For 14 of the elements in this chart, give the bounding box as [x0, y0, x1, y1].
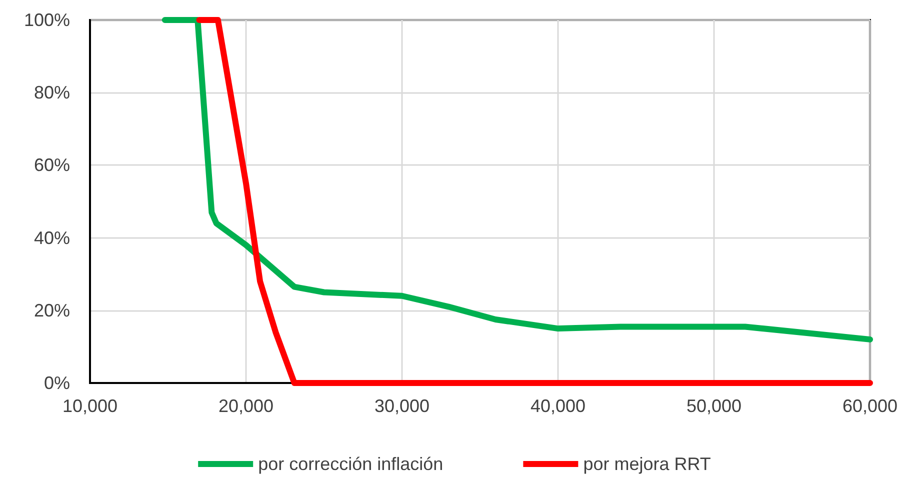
y-tick-label: 0% — [44, 373, 70, 393]
y-tick-label: 20% — [34, 300, 70, 320]
x-tick-label: 50,000 — [686, 396, 742, 416]
x-tick-label: 20,000 — [218, 396, 274, 416]
x-tick-label: 30,000 — [374, 396, 430, 416]
x-tick-label: 10,000 — [62, 396, 118, 416]
x-tick-label: 40,000 — [530, 396, 586, 416]
legend-label: por corrección inflación — [258, 454, 444, 474]
y-tick-label: 40% — [34, 228, 70, 248]
legend-label: por mejora RRT — [583, 454, 711, 474]
y-tick-label: 80% — [34, 82, 70, 103]
x-tick-label: 60,000 — [842, 396, 898, 416]
y-tick-label: 60% — [34, 155, 70, 176]
y-tick-label: 100% — [24, 10, 70, 30]
